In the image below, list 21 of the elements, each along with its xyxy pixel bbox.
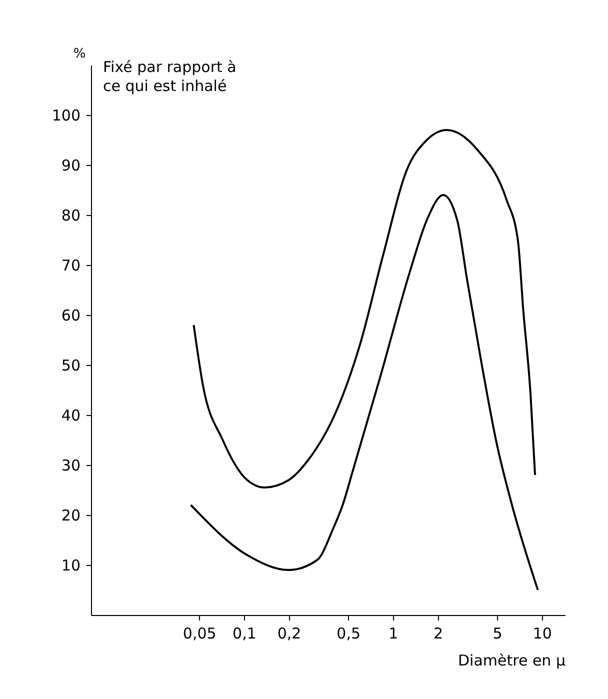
y-tick-label: 40 bbox=[61, 406, 80, 424]
y-tick-label: 10 bbox=[61, 556, 80, 574]
y-tick-label: 20 bbox=[61, 506, 80, 524]
annotation: Fixé par rapport à ce qui est inhalé bbox=[103, 58, 236, 95]
y-tick-label: 30 bbox=[61, 456, 80, 474]
y-tick-label: 90 bbox=[61, 156, 80, 174]
y-tick-label: 80 bbox=[61, 206, 80, 224]
y-tick-label: 70 bbox=[61, 256, 80, 274]
x-tick-label: 10 bbox=[532, 624, 552, 642]
x-tick-label: 5 bbox=[492, 624, 502, 642]
y-tick-label: 60 bbox=[61, 306, 80, 324]
x-tick-label: 0,2 bbox=[277, 624, 302, 642]
y-axis-title: % bbox=[73, 46, 86, 62]
x-axis-title: Diamètre en µ bbox=[458, 652, 566, 670]
x-tick-label: 0,1 bbox=[232, 624, 256, 642]
x-tick-label: 1 bbox=[388, 624, 398, 642]
y-tick-label: 50 bbox=[61, 356, 80, 374]
y-tick-label: 100 bbox=[52, 106, 80, 124]
x-tick-label: 2 bbox=[433, 624, 444, 642]
x-tick-label: 0,5 bbox=[336, 624, 360, 642]
x-tick-label: 0,05 bbox=[182, 624, 216, 642]
